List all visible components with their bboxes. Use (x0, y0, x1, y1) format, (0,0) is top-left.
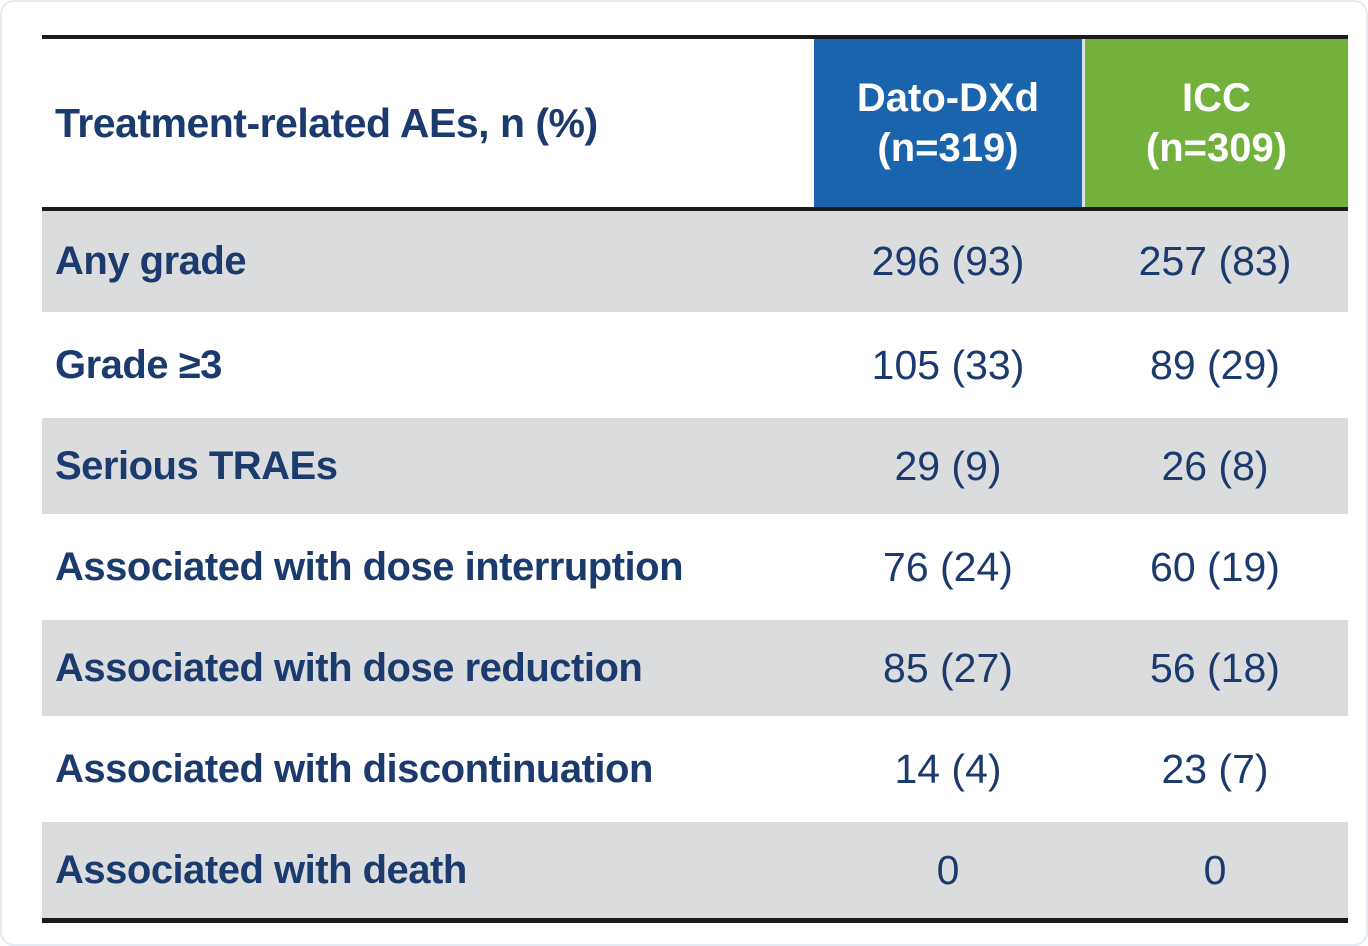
dato-dxd-arm-name: Dato-DXd (856, 76, 1040, 120)
dato-dxd-arm-n: (n=319) (877, 126, 1019, 170)
dato-value-cell: 105 (33) (871, 341, 1025, 388)
column-header-icc: ICC (n=309) (1082, 39, 1348, 207)
row-label: Associated with death (55, 847, 467, 892)
table-header-row: Treatment-related AEs, n (%) Dato-DXd (n… (42, 39, 1348, 211)
icc-arm-n: (n=309) (1145, 126, 1288, 170)
row-label: Serious TRAEs (55, 443, 338, 488)
icc-value-cell: 23 (7) (1161, 745, 1269, 792)
table-row-any-grade: Any grade 296 (93) 257 (83) (42, 211, 1348, 312)
row-label: Any grade (55, 239, 247, 283)
table-row-discontinuation: Associated with discontinuation 14 (4) 2… (42, 716, 1348, 817)
treatment-related-ae-table: Treatment-related AEs, n (%) Dato-DXd (n… (42, 35, 1348, 923)
icc-value-cell: 89 (29) (1150, 341, 1280, 388)
row-label: Associated with dose interruption (55, 544, 684, 589)
icc-value-cell: 257 (83) (1138, 238, 1292, 284)
icc-value-cell: 0 (1203, 846, 1227, 893)
table-row-grade-ge3: Grade ≥3 105 (33) 89 (29) (42, 312, 1348, 413)
row-label: Grade ≥3 (55, 342, 222, 387)
table-row-serious-traes: Serious TRAEs 29 (9) 26 (8) (42, 413, 1348, 514)
row-label: Associated with dose reduction (55, 645, 643, 690)
table-title: Treatment-related AEs, n (%) (55, 99, 598, 146)
dato-value-cell: 14 (4) (894, 745, 1002, 792)
column-header-dato-dxd: Dato-DXd (n=319) (814, 39, 1082, 207)
icc-value-cell: 26 (8) (1161, 442, 1269, 489)
dato-value-cell: 76 (24) (883, 543, 1013, 590)
icc-value-cell: 56 (18) (1150, 644, 1280, 691)
dato-value-cell: 0 (936, 846, 960, 893)
icc-arm-name: ICC (1182, 76, 1251, 120)
table-row-dose-reduction: Associated with dose reduction 85 (27) 5… (42, 615, 1348, 716)
table-row-dose-interruption: Associated with dose interruption 76 (24… (42, 514, 1348, 615)
row-label: Associated with discontinuation (55, 746, 653, 791)
table-title-cell: Treatment-related AEs, n (%) (42, 39, 814, 207)
icc-value-cell: 60 (19) (1150, 543, 1280, 590)
dato-value-cell: 29 (9) (894, 442, 1002, 489)
dato-value-cell: 296 (93) (871, 238, 1025, 284)
dato-value-cell: 85 (27) (883, 644, 1013, 691)
table-row-death: Associated with death 0 0 (42, 817, 1348, 918)
